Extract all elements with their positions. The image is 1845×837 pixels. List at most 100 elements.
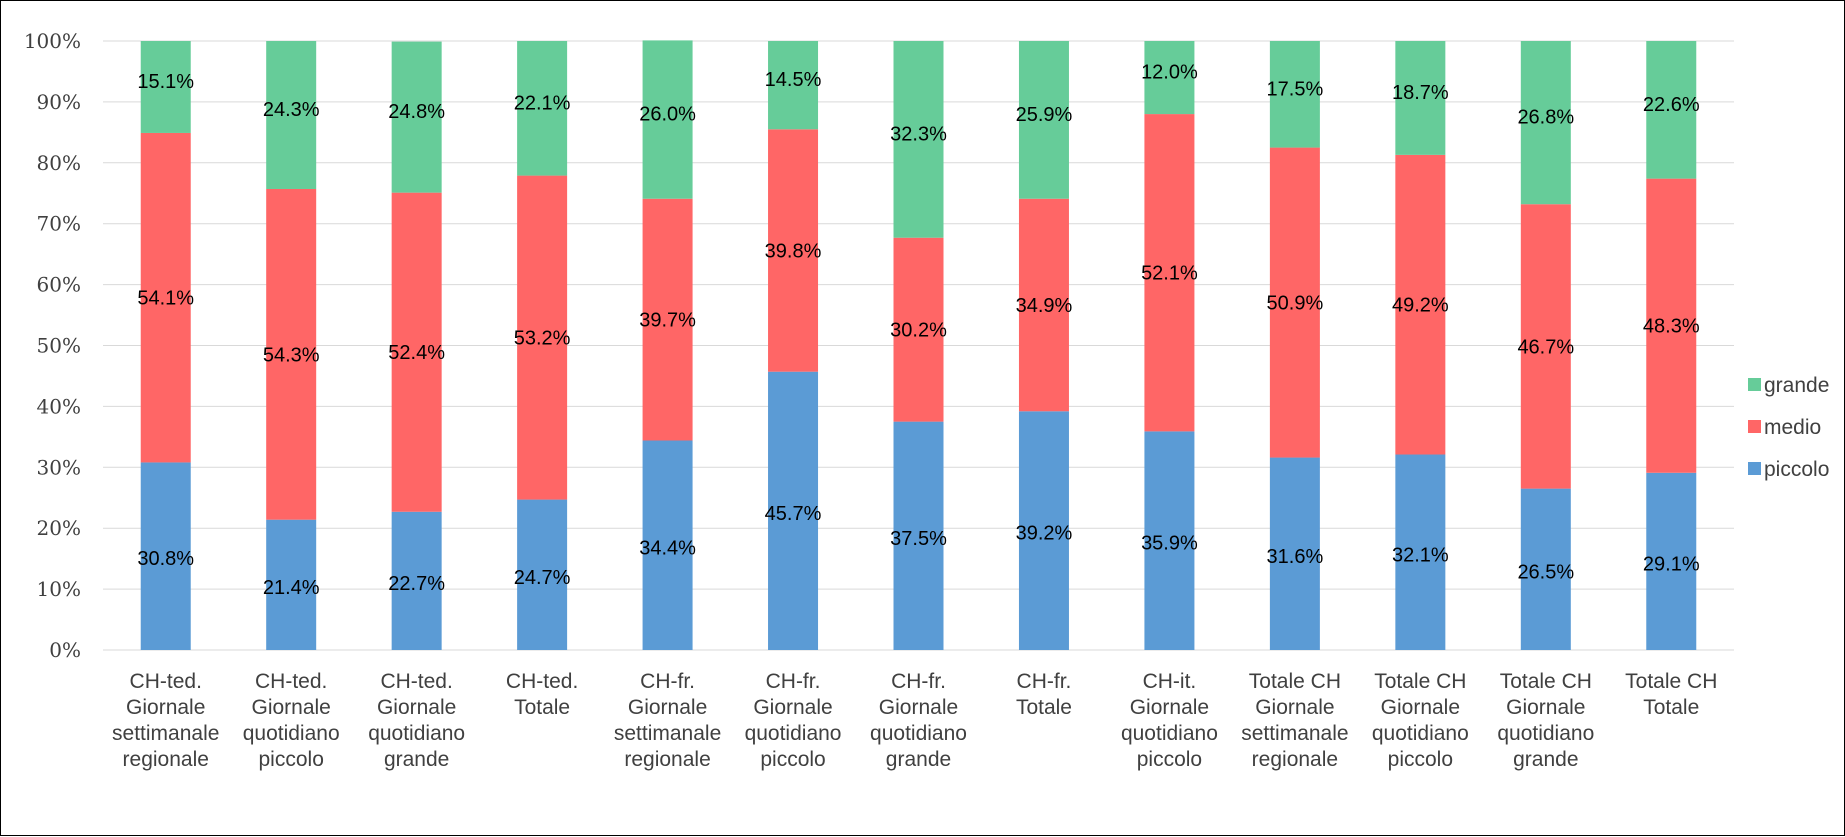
x-category-label: CH-it. Giornale quotidiano piccolo	[1121, 670, 1218, 771]
data-label-grande: 18.7%	[1392, 82, 1449, 104]
bar-segment-piccolo	[140, 462, 191, 650]
data-label-piccolo: 39.2%	[1016, 523, 1073, 545]
data-label-grande: 32.3%	[890, 123, 947, 145]
bar-segment-grande	[1646, 41, 1697, 179]
x-category-label-line: quotidiano	[1121, 722, 1218, 745]
data-label-piccolo: 32.1%	[1392, 544, 1449, 566]
x-category-label-line: CH-fr.	[1017, 670, 1072, 693]
data-label-grande: 12.0%	[1141, 62, 1198, 84]
bar-segment-piccolo	[266, 519, 317, 650]
bar-segment-medio	[266, 188, 317, 520]
data-label-piccolo: 45.7%	[765, 503, 822, 525]
legend-label-grande: grande	[1764, 374, 1829, 397]
data-label-medio: 30.2%	[890, 320, 947, 342]
x-category-label: CH-ted. Giornale settimanale regionale	[112, 670, 219, 771]
data-label-piccolo: 31.6%	[1267, 546, 1324, 568]
x-category-label: Totale CH Giornale quotidiano grande	[1497, 670, 1594, 771]
y-axis-tick-labels: 0% 10% 20% 30% 40% 50% 60% 70% 80% 90% 100%	[24, 29, 81, 662]
x-category-label: CH-ted. Totale	[506, 670, 578, 719]
x-category-label-line: regionale	[1252, 748, 1338, 771]
x-category-label-line: Totale CH	[1625, 670, 1717, 693]
x-category-label-line: settimanale	[112, 722, 219, 745]
data-label-medio: 53.2%	[514, 328, 571, 350]
x-category-label: CH-fr. Totale	[1016, 670, 1072, 719]
x-category-label-line: quotidiano	[1372, 722, 1469, 745]
x-category-label-line: piccolo	[259, 748, 324, 771]
data-label-grande: 14.5%	[765, 69, 822, 91]
data-label-piccolo: 35.9%	[1141, 533, 1198, 555]
legend-label-piccolo: piccolo	[1764, 458, 1829, 481]
data-label-piccolo: 29.1%	[1643, 553, 1700, 575]
legend: grande medio piccolo	[1748, 374, 1829, 481]
data-label-piccolo: 30.8%	[137, 548, 194, 570]
x-category-label-line: settimanale	[614, 722, 721, 745]
x-axis-category-labels: CH-ted. Giornale settimanale regionale CH-te…	[112, 670, 1717, 771]
x-category-label: CH-ted. Giornale quotidiano piccolo	[243, 670, 340, 771]
x-category-label-line: CH-it.	[1143, 670, 1197, 693]
x-category-label-line: Giornale	[251, 696, 330, 719]
data-label-grande: 25.9%	[1016, 104, 1073, 126]
y-tick-label: 70%	[37, 212, 81, 236]
bar-segment-medio	[1018, 198, 1069, 412]
y-tick-label: 30%	[37, 455, 81, 479]
x-category-label-line: Giornale	[1506, 696, 1585, 719]
x-category-label-line: Totale	[1643, 696, 1699, 719]
x-category-label-line: quotidiano	[745, 722, 842, 745]
data-label-medio: 50.9%	[1267, 293, 1324, 315]
data-label-grande: 15.1%	[137, 71, 194, 93]
bar-segment-medio	[1144, 114, 1195, 432]
x-category-label: Totale CH Giornale settimanale regionale	[1241, 670, 1348, 771]
data-label-grande: 24.8%	[388, 101, 445, 123]
x-category-label-line: regionale	[123, 748, 209, 771]
x-category-label-line: regionale	[624, 748, 710, 771]
bar-segment-medio	[1395, 154, 1446, 455]
y-tick-label: 80%	[37, 151, 81, 175]
data-label-grande: 26.8%	[1517, 107, 1574, 129]
x-category-label-line: piccolo	[1388, 748, 1453, 771]
x-category-label-line: quotidiano	[1497, 722, 1594, 745]
bar-segment-grande	[1018, 41, 1069, 199]
x-category-label-line: settimanale	[1241, 722, 1348, 745]
bar-segment-medio	[1646, 178, 1697, 473]
y-tick-label: 40%	[37, 394, 81, 418]
data-labels: 30.8% 54.1% 15.1% 21.4% 54.3% 24.3% 22.7% 52.4%…	[137, 62, 1699, 599]
bar-segment-medio	[517, 175, 568, 500]
x-category-label-line: piccolo	[1137, 748, 1202, 771]
data-label-medio: 49.2%	[1392, 295, 1449, 317]
data-label-medio: 48.3%	[1643, 316, 1700, 338]
bar-segment-medio	[140, 132, 191, 463]
x-category-label-line: quotidiano	[368, 722, 465, 745]
bar-segment-medio	[1520, 204, 1571, 489]
bar-segment-medio	[391, 192, 442, 512]
bar-segment-grande	[1144, 41, 1195, 115]
data-label-medio: 39.8%	[765, 240, 822, 262]
y-tick-label: 90%	[37, 90, 81, 114]
data-label-medio: 46.7%	[1517, 336, 1574, 358]
x-category-label-line: piccolo	[760, 748, 825, 771]
bar-segment-medio	[642, 198, 693, 441]
x-category-label-line: grande	[1513, 748, 1578, 771]
x-category-label-line: CH-fr.	[891, 670, 946, 693]
data-label-piccolo: 34.4%	[639, 537, 696, 559]
data-label-medio: 54.3%	[263, 344, 320, 366]
x-category-label-line: CH-ted.	[255, 670, 327, 693]
x-category-label-line: Totale	[1016, 696, 1072, 719]
bar-segment-medio	[1269, 147, 1320, 458]
data-label-medio: 52.4%	[388, 342, 445, 364]
x-category-label-line: CH-ted.	[380, 670, 452, 693]
x-category-label-line: Giornale	[1255, 696, 1334, 719]
data-label-grande: 22.1%	[514, 92, 571, 114]
bar-segment-grande	[1269, 41, 1320, 148]
data-label-medio: 54.1%	[137, 288, 194, 310]
x-category-label-line: Totale CH	[1500, 670, 1592, 693]
bar-segment-piccolo	[1395, 454, 1446, 650]
x-category-label: CH-ted. Giornale quotidiano grande	[368, 670, 465, 771]
x-category-label-line: Giornale	[879, 696, 958, 719]
x-category-label-line: grande	[886, 748, 951, 771]
x-category-label: Totale CH Totale	[1625, 670, 1717, 719]
legend-swatch-medio	[1748, 420, 1761, 433]
x-category-label-line: Giornale	[126, 696, 205, 719]
x-category-label-line: Giornale	[1381, 696, 1460, 719]
